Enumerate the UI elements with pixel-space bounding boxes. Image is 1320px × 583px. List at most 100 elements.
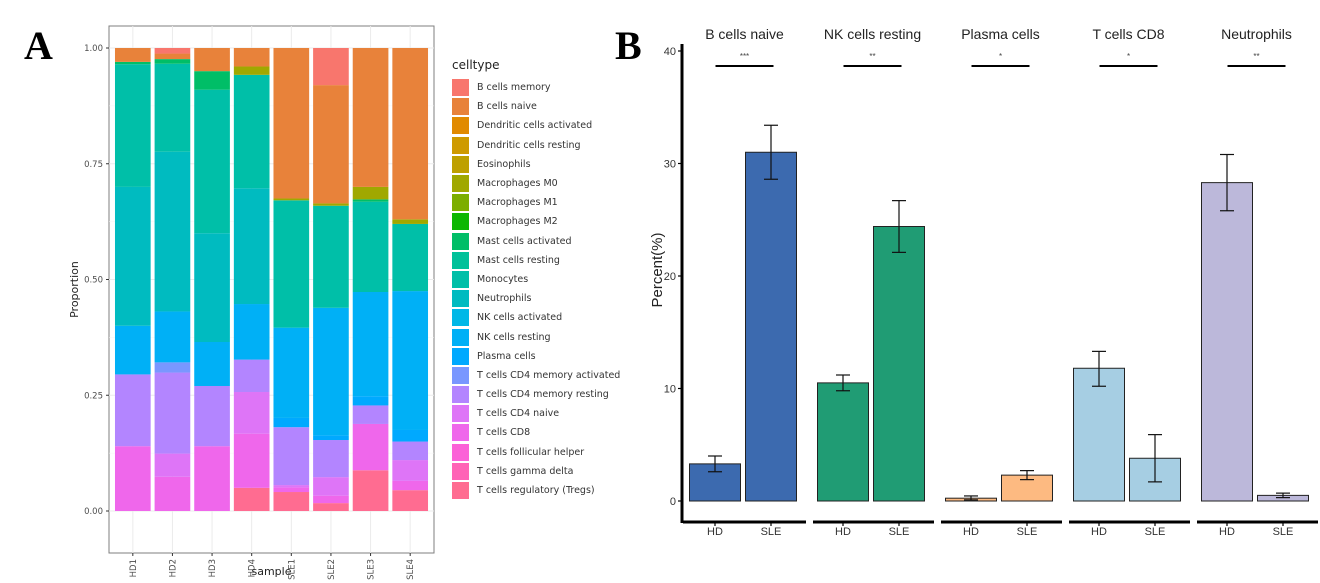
legend-swatch	[452, 309, 469, 327]
bar-segment	[392, 429, 429, 442]
y-tick-label: 0.50	[84, 276, 103, 286]
facet-plasma-cells: Plasma cells * HD SLE	[941, 26, 1062, 538]
y-tick-label: 0	[670, 496, 676, 508]
stacked-bar-HD3	[194, 48, 230, 511]
significance-stars: **	[869, 52, 875, 61]
legend-item: B cells memory	[452, 78, 620, 97]
bar-segment	[114, 325, 151, 375]
bar-segment	[392, 291, 429, 430]
bar-segment	[233, 304, 270, 360]
bar-segment	[392, 223, 429, 292]
y-axis-label: Proportion	[68, 261, 81, 318]
y-tick-label: 20	[664, 271, 676, 283]
legend-label: Plasma cells	[477, 350, 536, 362]
bar-segment	[154, 476, 191, 511]
facet-nk-cells-resting: NK cells resting ** HD SLE	[813, 26, 934, 538]
y-tick-label: 10	[664, 384, 676, 396]
significance-stars: ***	[740, 52, 749, 61]
bar-segment	[154, 53, 191, 60]
bar-segment	[114, 186, 151, 326]
bar-segment	[392, 219, 429, 224]
bar-segment	[352, 201, 389, 293]
celltype-legend: celltype B cells memory B cells naive Dend…	[452, 58, 620, 500]
stacked-bar-SLE3	[352, 48, 389, 511]
facet-b-cells-naive: B cells naive *** HD SLE	[683, 26, 806, 538]
bar-segment	[233, 433, 270, 488]
x-tick-label: SLE	[1145, 526, 1166, 538]
bar-segment	[194, 385, 230, 447]
bar-segment	[194, 71, 230, 90]
legend-item: Dendritic cells activated	[452, 116, 620, 135]
legend-swatch	[452, 424, 469, 442]
bar-segment	[154, 59, 191, 64]
bar-segment	[352, 186, 389, 200]
legend-swatch	[452, 213, 469, 231]
legend-item: Mast cells resting	[452, 251, 620, 270]
bar-segment	[154, 362, 191, 373]
bar-segment	[313, 495, 349, 504]
x-tick-label: SLE3	[367, 559, 377, 580]
bar-segment	[233, 74, 270, 189]
bar-hd	[1073, 367, 1125, 502]
stacked-bar-SLE2	[313, 48, 349, 511]
bar-segment	[194, 48, 230, 72]
bar-segment	[273, 198, 310, 201]
bar-segment	[313, 477, 349, 496]
bar-segment	[392, 490, 429, 511]
bar-segment	[273, 417, 310, 428]
bar-segment	[154, 151, 191, 312]
bar-segment	[114, 61, 151, 65]
legend-swatch	[452, 366, 469, 384]
bar-segment	[154, 63, 191, 152]
y-tick-label: 0.25	[84, 391, 103, 401]
bar-segment	[313, 203, 349, 206]
legend-item: Eosinophils	[452, 155, 620, 174]
bar-segment	[313, 503, 349, 511]
y-tick-label: 30	[664, 159, 676, 171]
bar-segment	[154, 48, 191, 54]
x-tick-label: SLE	[1017, 526, 1038, 538]
legend-label: B cells memory	[477, 82, 551, 94]
y-tick-label: 0.00	[84, 507, 103, 517]
bar-segment	[233, 392, 270, 434]
bar-segment	[154, 372, 191, 454]
bar-segment	[194, 233, 230, 343]
facet-title: T cells CD8	[1092, 26, 1164, 42]
legend-item: Monocytes	[452, 270, 620, 289]
bar-segment	[273, 48, 310, 199]
stacked-bar-SLE1	[273, 48, 310, 511]
legend-label: T cells follicular helper	[477, 446, 585, 458]
bar-segment	[233, 359, 270, 393]
panel-b-label: B	[615, 23, 642, 68]
facet-title: B cells naive	[705, 26, 784, 42]
bar-segment	[313, 85, 349, 204]
bar-segment	[233, 66, 270, 75]
bar-segment	[392, 460, 429, 481]
x-tick-label: HD	[835, 526, 851, 538]
bar-segment	[233, 188, 270, 305]
legend-label: T cells CD4 memory activated	[477, 369, 621, 381]
x-tick-label: SLE4	[406, 559, 416, 580]
legend-swatch	[452, 443, 469, 461]
bar-segment	[194, 446, 230, 511]
legend-label: NK cells activated	[477, 312, 563, 324]
legend-swatch	[452, 232, 469, 250]
legend-item: Neutrophils	[452, 289, 620, 308]
y-tick-label: 0.75	[84, 160, 103, 170]
x-tick-label: HD1	[129, 559, 139, 577]
bar-segment	[273, 492, 310, 511]
bar-hd	[1201, 182, 1253, 502]
x-axis-label: sample	[252, 565, 292, 578]
legend-item: Mast cells activated	[452, 232, 620, 251]
bar-segment	[194, 89, 230, 234]
legend-swatch	[452, 79, 469, 97]
legend-item: Macrophages M1	[452, 193, 620, 212]
bar-segment	[154, 453, 191, 477]
legend-swatch	[452, 175, 469, 193]
bar-segment	[233, 487, 270, 511]
legend-item: T cells CD8	[452, 423, 620, 442]
facet-neutrophils: Neutrophils ** HD SLE	[1197, 26, 1318, 538]
legend-swatch	[452, 155, 469, 173]
legend-item: B cells naive	[452, 97, 620, 116]
